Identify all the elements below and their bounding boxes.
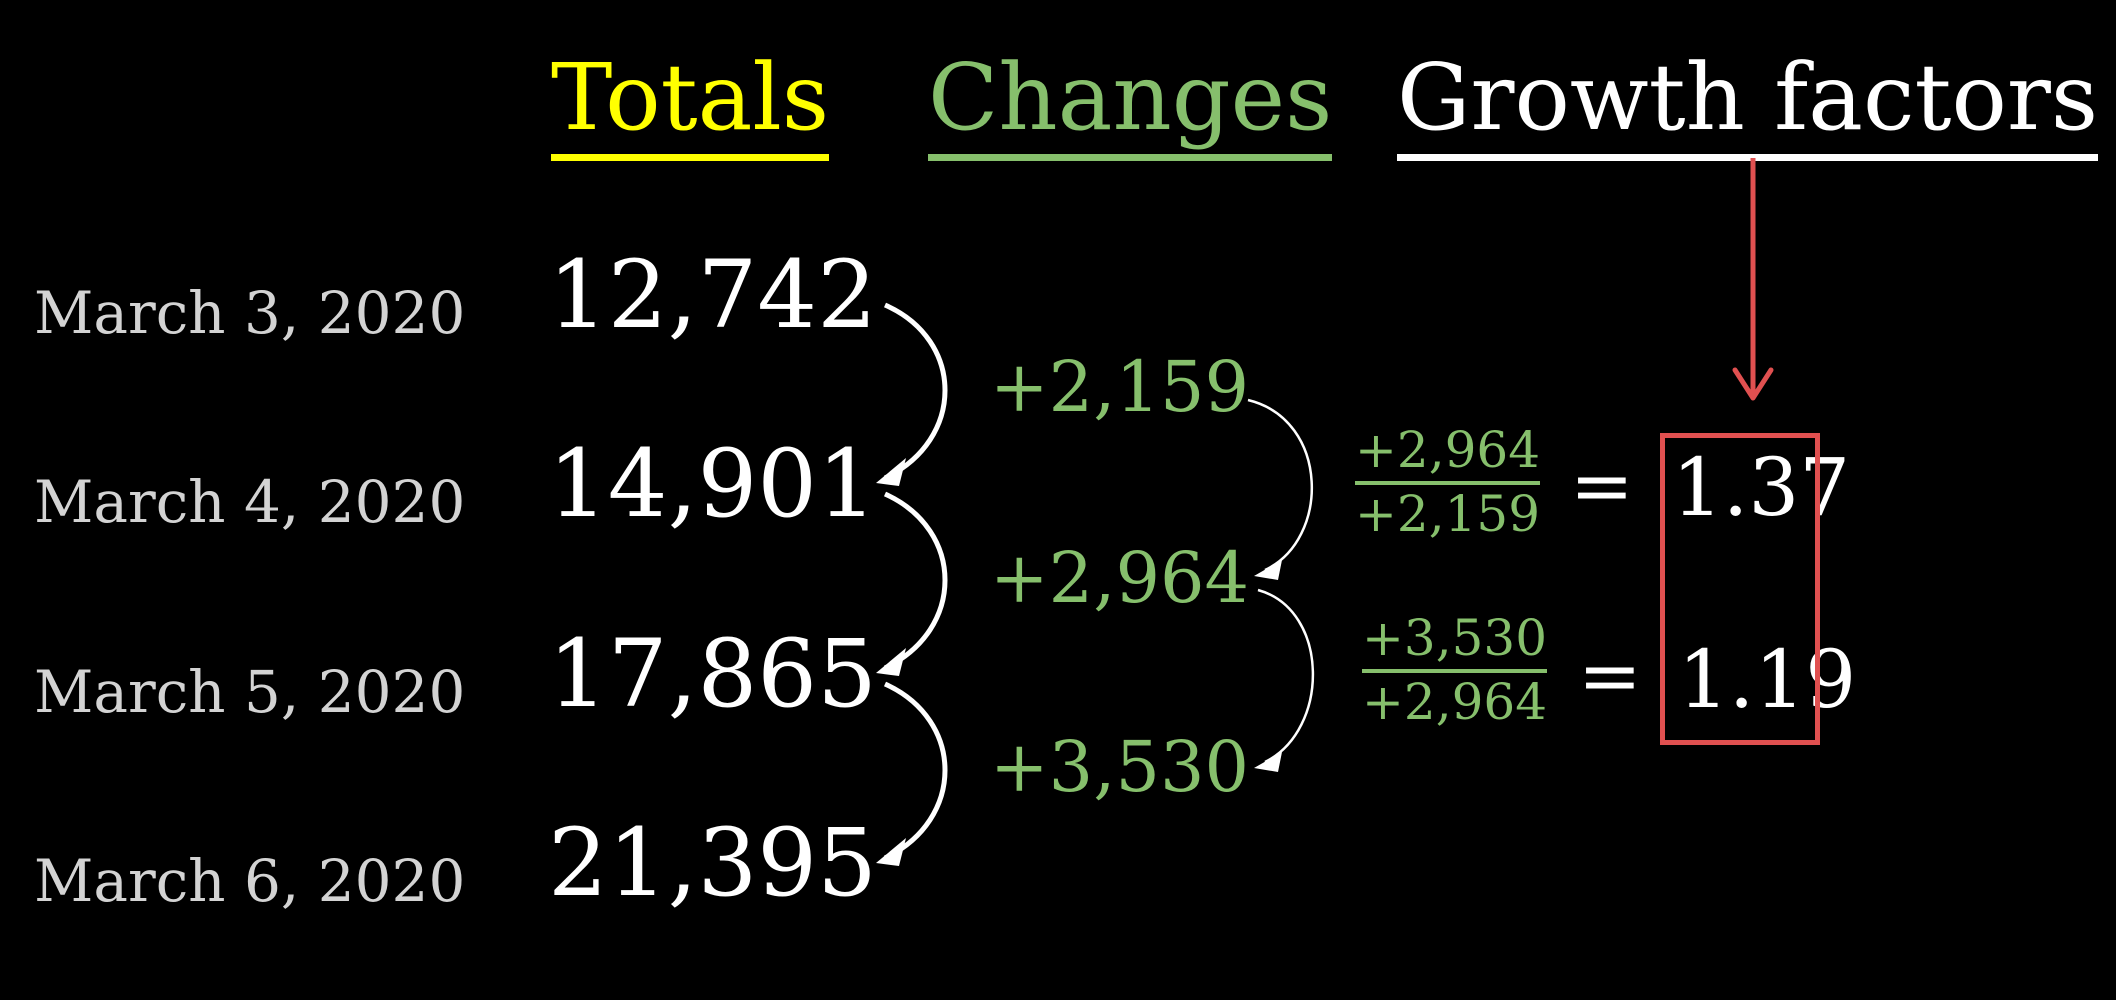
growth-fraction: +3,530 +2,964 [1362,609,1548,731]
date-label: March 3, 2020 [34,279,466,347]
total-value: 17,865 [548,620,877,729]
fraction-denominator: +2,964 [1362,672,1548,731]
totals-arrow-head [876,648,906,676]
equals-sign: = [1570,441,1634,530]
header-changes: Changes [928,52,1333,161]
header-totals: Totals [551,52,830,161]
equals-sign: = [1578,631,1642,720]
fraction-numerator: +2,964 [1355,421,1541,479]
changes-arrow-head [1254,560,1282,580]
total-value: 14,901 [548,430,877,539]
date-label: March 4, 2020 [34,468,466,536]
totals-arrow-head [876,838,906,866]
fraction-bar [1355,480,1541,485]
fraction-numerator: +3,530 [1362,609,1548,667]
pointer-arrow-head [1732,367,1774,401]
changes-arrow [1247,398,1314,572]
highlight-box [1660,433,1820,745]
growth-fraction: +2,964 +2,159 [1355,421,1541,543]
total-value: 12,742 [548,241,877,350]
change-value: +2,159 [990,346,1250,428]
header-growth-factors: Growth factors [1397,52,2099,161]
changes-arrow [1257,588,1315,764]
totals-arrow-head [876,458,906,486]
change-value: +3,530 [990,726,1250,808]
change-value: +2,964 [990,537,1250,619]
total-value: 21,395 [548,809,877,918]
changes-arrow-head [1254,752,1282,772]
fraction-denominator: +2,159 [1355,484,1541,543]
totals-arrow [883,681,948,861]
totals-arrow [883,302,948,481]
date-label: March 6, 2020 [34,847,466,915]
totals-arrow [883,491,948,671]
growth-factor-value: 1.37 [1672,441,1851,534]
fraction-bar [1362,668,1548,673]
growth-factor-value: 1.19 [1678,633,1857,726]
date-label: March 5, 2020 [34,658,466,726]
